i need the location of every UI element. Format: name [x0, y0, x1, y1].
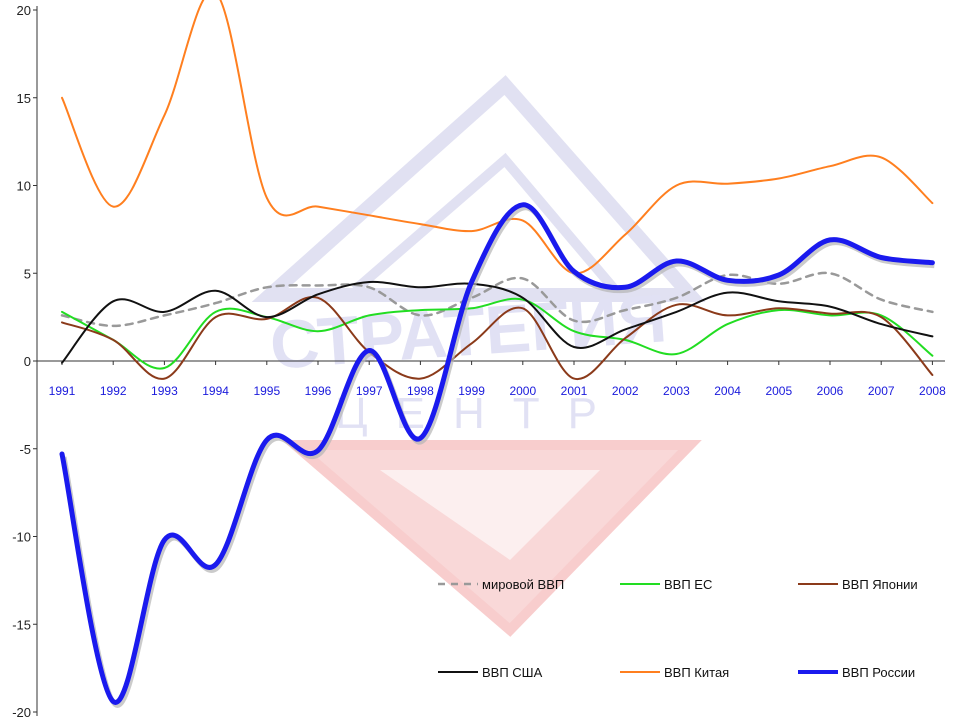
x-tick-label: 1993	[151, 384, 178, 398]
legend-label: мировой ВВП	[482, 577, 564, 592]
x-tick-label: 2003	[663, 384, 690, 398]
svg-text:ЦЕНТР: ЦЕНТР	[335, 389, 625, 438]
series-line-ввп-японии	[61, 295, 934, 380]
series-line-ввп-ес	[61, 297, 934, 370]
legend-label: ВВП США	[482, 665, 543, 680]
series-line-мировой-ввп	[60, 271, 934, 328]
x-tick-label: 2000	[509, 384, 536, 398]
y-tick-label: 0	[24, 354, 31, 369]
series-shadow-ввп-россии	[61, 205, 935, 708]
series-layer	[59, 0, 935, 708]
y-tick-label: 20	[17, 3, 31, 18]
y-tick-label: -20	[12, 705, 31, 720]
series-line-ввп-китая	[61, 0, 934, 275]
legend-label: ВВП России	[842, 665, 915, 680]
x-tick-label: 1994	[202, 384, 229, 398]
y-tick-label: 5	[24, 266, 31, 281]
x-tick-label: 2008	[919, 384, 946, 398]
x-tick-label: 2004	[714, 384, 741, 398]
y-tick-label: -10	[12, 530, 31, 545]
y-tick-label: -5	[19, 442, 31, 457]
y-tick-label: -15	[12, 617, 31, 632]
x-tick-label: 2002	[612, 384, 639, 398]
strategy-center-watermark-logo: СТРАТЕГИЯ ЦЕНТР	[251, 75, 706, 637]
series-line-ввп-сша	[61, 280, 934, 364]
x-tick-label: 1998	[407, 384, 434, 398]
y-tick-label: 15	[17, 91, 31, 106]
legend: мировой ВВП ВВП ЕС ВВП Японии ВВП США ВВП Ки…	[438, 577, 918, 680]
x-tick-label: 1992	[100, 384, 127, 398]
legend-label: ВВП ЕС	[664, 577, 712, 592]
axes: 20 15 10 5 0 -5 -10 -15 -20 1991 1992 1993 1994 1995 1…	[12, 3, 946, 720]
x-tick-label: 1996	[305, 384, 332, 398]
x-tick-label: 1995	[253, 384, 280, 398]
x-tick-label: 1999	[458, 384, 485, 398]
x-tick-label: 2007	[868, 384, 895, 398]
y-tick-label: 10	[17, 179, 31, 194]
x-tick-label: 2006	[817, 384, 844, 398]
x-tick-label: 2005	[765, 384, 792, 398]
x-tick-label: 1997	[356, 384, 383, 398]
legend-label: ВВП Китая	[664, 665, 729, 680]
x-tick-label: 2001	[561, 384, 588, 398]
x-tick-label: 1991	[49, 384, 76, 398]
legend-label: ВВП Японии	[842, 577, 918, 592]
series-line-ввп-россии	[59, 202, 935, 705]
